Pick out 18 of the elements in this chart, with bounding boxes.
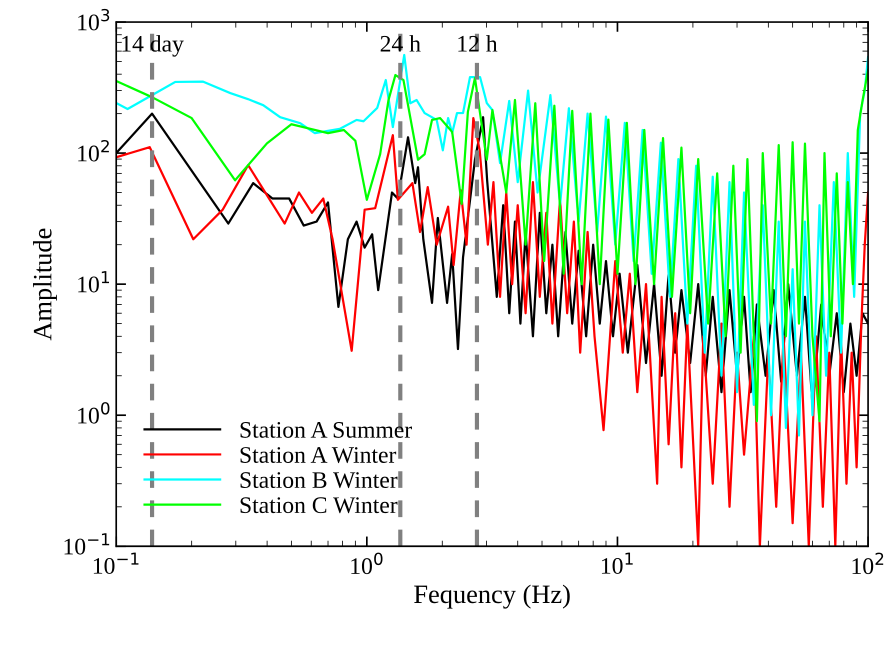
y-tick-label: 10$^{−1}$ [64,533,110,555]
x-tick-label: 10$^{−1}$ [94,552,138,574]
y-tick-label: 10$^{0}$ [78,402,110,424]
legend-label: Station A Winter [240,447,396,464]
x-tick-label: 10$^{0}$ [351,552,383,574]
x-tick-label: 10$^{1}$ [602,552,633,574]
ref-line-label: 12 h [458,35,498,52]
ref-line-label: 24 h [380,35,421,52]
y-tick-label: 10$^{2}$ [78,140,109,162]
y-tick-label: 10$^{3}$ [78,8,110,30]
legend-label: Station A Summer [240,422,412,438]
x-tick-label: 10$^{2}$ [852,552,884,574]
legend-label: Station B Winter [240,472,398,488]
legend-label: Station C Winter [240,497,398,514]
y-axis-title: Amplitude [32,228,57,340]
ref-line-label: 14 day [122,35,184,57]
y-tick-label: 10$^{1}$ [78,271,110,292]
x-axis-title: Fequency (Hz) [414,584,570,609]
